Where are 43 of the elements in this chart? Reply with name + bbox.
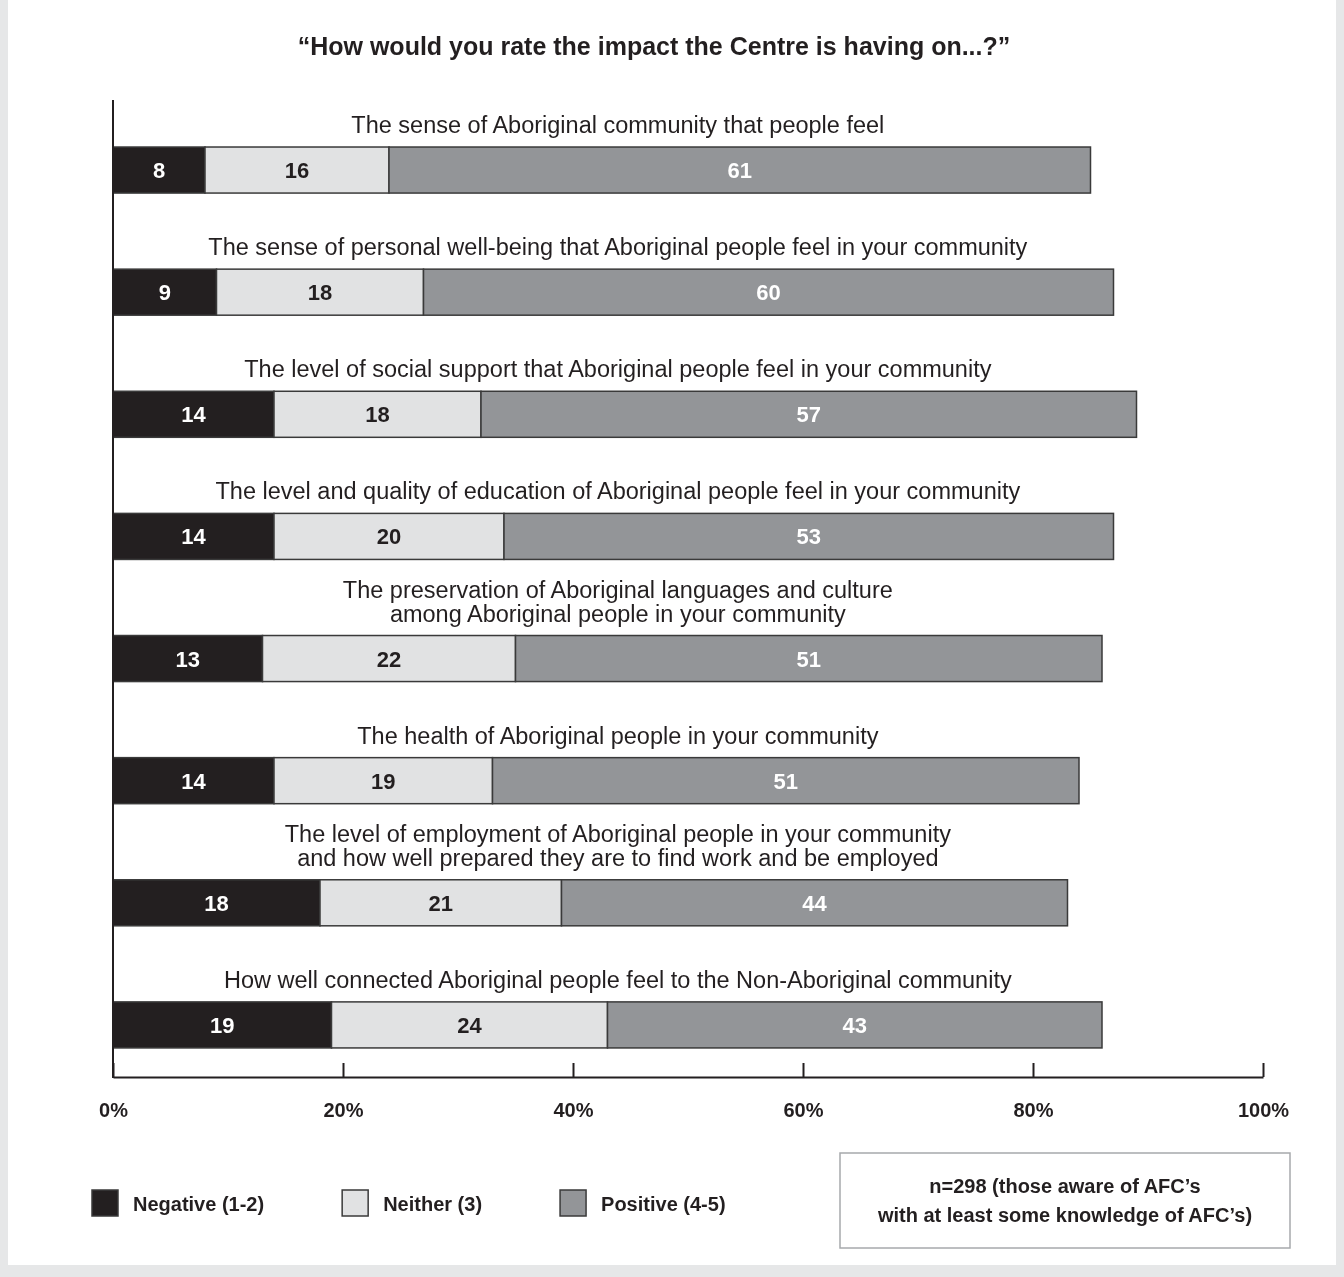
y-tick-label: The sense of personal well-being that Aboriginal people feel in your community (208, 234, 1028, 261)
data-label: 51 (773, 768, 798, 794)
text: n=298 (those aware of AFC’s with at least some knowledge of AFC’s) (876, 1175, 1253, 1226)
x-tick-label: 60% (783, 1099, 824, 1122)
data-label: 24 (457, 1012, 483, 1038)
data-label: 44 (802, 890, 828, 916)
data-label: 60 (756, 280, 781, 306)
data-label: 43 (842, 1012, 867, 1038)
data-label: 18 (365, 402, 390, 428)
data-label: 14 (181, 524, 207, 550)
x-tick-label: 20% (323, 1099, 364, 1122)
data-label: 57 (796, 402, 821, 428)
legend-label: Negative (1-2) (133, 1193, 265, 1215)
data-label: 19 (210, 1012, 235, 1038)
x-tick-label: 80% (1013, 1099, 1054, 1122)
data-label: 21 (428, 890, 453, 916)
legend-label: Positive (4-5) (601, 1193, 726, 1215)
data-label: 22 (376, 646, 402, 672)
x-tick-label: 0% (99, 1099, 129, 1122)
y-tick-label: The level and quality of education of Aboriginal people feel in your community (215, 478, 1021, 505)
y-tick-label: The level of social support that Aboriginal people feel in your community (244, 356, 992, 383)
data-label: 19 (371, 768, 396, 794)
y-tick-label: The health of Aboriginal people in your community (357, 722, 879, 749)
y-tick-label: How well connected Aboriginal people feel to the Non-Aboriginal community (224, 966, 1012, 993)
data-label: 14 (181, 768, 207, 794)
y-tick-label: The preservation of Aboriginal languages and culture among Aboriginal people in your community (342, 576, 893, 627)
x-tick-label: 40% (553, 1099, 594, 1122)
legend-label: Neither (3) (383, 1193, 483, 1215)
chart-title: “How would you rate the impact the Centre is having on...?” (297, 32, 1011, 60)
data-label: 18 (204, 890, 229, 916)
data-label: 8 (152, 158, 166, 184)
data-label: 53 (796, 524, 821, 550)
y-tick-label: The level of employment of Aboriginal people in your community and how well prepared they are to find work and be employed (284, 820, 952, 871)
data-label: 61 (727, 158, 752, 184)
data-label: 20 (376, 524, 402, 550)
data-label: 16 (284, 158, 310, 184)
data-label: 9 (158, 280, 171, 306)
data-label: 51 (796, 646, 821, 672)
x-tick-label: 100% (1237, 1099, 1290, 1122)
data-label: 18 (307, 280, 333, 306)
data-label: 14 (181, 402, 207, 428)
data-label: 13 (175, 646, 200, 672)
y-tick-label: The sense of Aboriginal community that people feel (351, 112, 885, 139)
